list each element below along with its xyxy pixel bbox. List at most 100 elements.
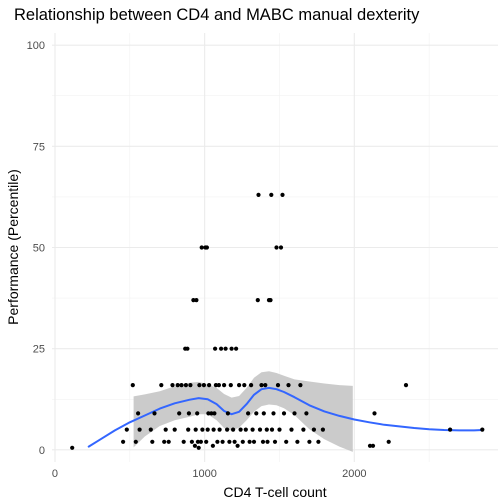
data-point-110 (320, 427, 325, 432)
data-point-12 (163, 427, 168, 432)
data-point-86 (265, 439, 270, 444)
data-point-5 (136, 411, 141, 416)
data-point-65 (234, 346, 239, 351)
data-point-69 (240, 439, 245, 444)
data-point-101 (289, 427, 294, 432)
data-point-61 (228, 383, 233, 388)
data-point-106 (304, 411, 309, 416)
data-point-36 (199, 245, 204, 250)
data-point-3 (130, 383, 135, 388)
data-point-28 (192, 443, 197, 448)
data-point-56 (222, 383, 227, 388)
data-point-32 (195, 439, 200, 444)
data-point-99 (284, 439, 289, 444)
data-point-10 (159, 383, 164, 388)
data-point-23 (186, 427, 191, 432)
data-point-16 (175, 383, 180, 388)
data-point-43 (206, 411, 211, 416)
confidence-band-area (133, 371, 353, 452)
data-point-63 (231, 427, 236, 432)
data-point-11 (162, 439, 167, 444)
data-point-72 (246, 411, 251, 416)
data-point-83 (261, 411, 266, 416)
data-point-27 (191, 298, 196, 303)
data-point-13 (166, 439, 171, 444)
data-point-67 (237, 383, 242, 388)
data-point-25 (188, 383, 193, 388)
data-point-71 (243, 427, 248, 432)
data-point-0 (70, 445, 75, 450)
data-point-6 (137, 427, 142, 432)
data-point-29 (193, 427, 198, 432)
y-tick-label-3: 75 (33, 141, 45, 153)
data-point-54 (219, 346, 224, 351)
data-point-31 (195, 411, 200, 416)
data-point-62 (229, 346, 234, 351)
data-point-38 (201, 383, 206, 388)
data-point-113 (372, 411, 377, 416)
data-point-1 (121, 439, 126, 444)
data-point-19 (181, 439, 186, 444)
data-point-18 (179, 383, 184, 388)
data-point-59 (225, 411, 230, 416)
data-point-73 (247, 439, 252, 444)
data-point-41 (204, 245, 209, 250)
data-point-93 (274, 245, 279, 250)
data-point-66 (235, 443, 240, 448)
data-point-60 (227, 439, 232, 444)
data-point-30 (194, 298, 199, 303)
smooth-trend-line (87, 386, 484, 448)
data-point-44 (207, 383, 212, 388)
data-point-95 (277, 427, 282, 432)
data-point-70 (242, 383, 247, 388)
data-point-90 (269, 427, 275, 432)
data-point-97 (280, 192, 285, 197)
x-tick-label-0: 0 (52, 468, 58, 480)
data-point-49 (213, 346, 218, 351)
y-tick-label-0: 0 (39, 445, 45, 457)
y-tick-label-4: 100 (27, 40, 45, 52)
data-point-74 (249, 383, 254, 388)
data-point-80 (257, 427, 263, 432)
data-point-47 (211, 427, 216, 432)
data-point-111 (367, 443, 373, 448)
data-point-53 (217, 427, 222, 432)
data-point-94 (275, 383, 281, 388)
data-point-7 (148, 427, 153, 432)
data-point-17 (177, 411, 182, 416)
data-point-115 (403, 383, 409, 388)
data-point-96 (278, 245, 284, 250)
data-point-114 (386, 439, 391, 444)
data-point-100 (286, 383, 291, 388)
data-point-76 (251, 439, 257, 444)
data-point-22 (185, 346, 190, 351)
data-point-35 (198, 439, 203, 444)
data-point-58 (225, 427, 230, 432)
data-point-92 (272, 439, 278, 444)
data-point-40 (204, 439, 209, 444)
data-point-33 (196, 445, 201, 450)
data-point-108 (311, 427, 316, 432)
data-point-81 (259, 383, 264, 388)
gridlines (52, 33, 498, 462)
data-point-34 (197, 383, 202, 388)
data-point-52 (216, 383, 221, 388)
data-point-103 (295, 439, 300, 444)
data-point-42 (205, 427, 210, 432)
data-point-57 (223, 346, 228, 351)
y-tick-label-1: 25 (33, 344, 45, 356)
data-point-14 (170, 383, 175, 388)
chart-title: Relationship between CD4 and MABC manual… (14, 6, 420, 24)
data-point-116 (448, 427, 453, 432)
data-point-98 (281, 411, 287, 416)
data-point-75 (250, 427, 255, 432)
data-point-24 (186, 411, 191, 416)
data-point-79 (256, 192, 261, 197)
data-point-37 (200, 427, 205, 432)
data-point-26 (189, 439, 194, 444)
data-point-50 (213, 383, 218, 388)
confidence-band (133, 371, 353, 452)
y-axis-ticks: 0 25 50 75 100 (27, 40, 45, 457)
